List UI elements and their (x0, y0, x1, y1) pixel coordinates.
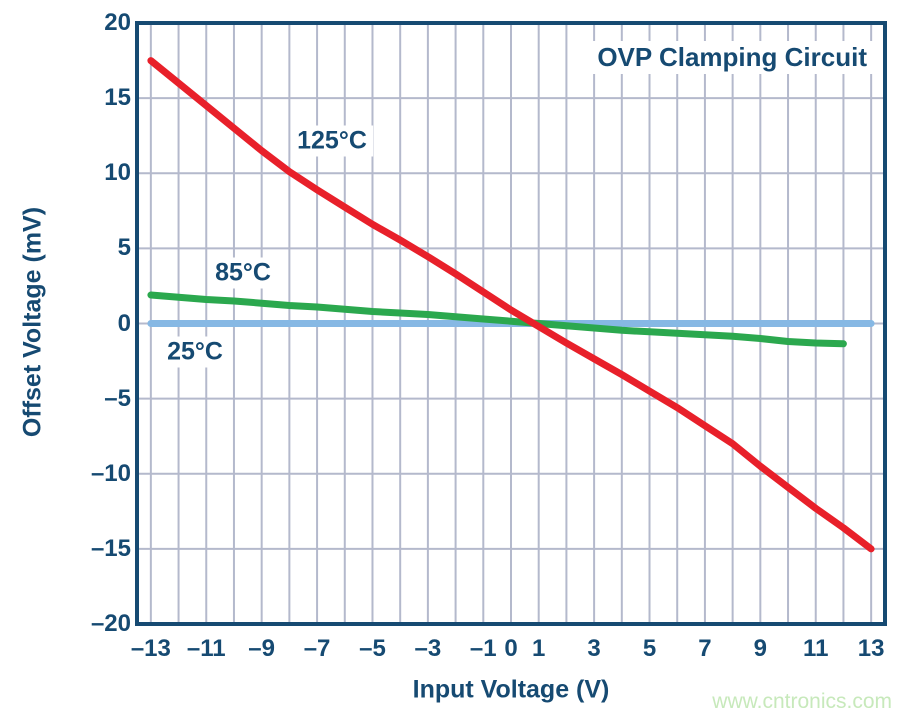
x-tick-label: –1 (469, 635, 497, 662)
y-tick-label: 5 (117, 234, 131, 262)
x-tick-label: 1 (532, 635, 546, 662)
curve-125c (147, 57, 875, 553)
chart-title: OVP Clamping Circuit (590, 41, 874, 74)
series-label-125c: 125°C (291, 125, 373, 157)
y-tick-label: –15 (90, 534, 131, 562)
x-tick-label: 7 (698, 635, 712, 662)
x-tick-label: –13 (130, 635, 171, 662)
x-tick-label: 5 (642, 635, 657, 662)
watermark-text: www.cntronics.com (712, 690, 892, 713)
y-tick-label: 15 (104, 84, 131, 112)
x-tick-label: 9 (753, 635, 768, 662)
x-tick-label: 11 (803, 635, 829, 662)
x-axis-title: Input Voltage (V) (412, 675, 610, 704)
y-tick-label: 20 (104, 9, 131, 36)
x-tick-label: –7 (303, 635, 331, 662)
x-tick-label: –5 (359, 635, 386, 662)
x-tick-label: 0 (504, 635, 518, 662)
y-tick-label: 10 (104, 159, 131, 187)
y-tick-label: –20 (90, 610, 131, 637)
y-axis-title: Offset Voltage (mV) (18, 206, 47, 438)
curve-85c (147, 291, 847, 348)
series-label-85c: 85°C (209, 257, 277, 289)
x-tick-label: 3 (587, 635, 601, 662)
y-tick-label: 0 (117, 309, 131, 337)
y-tick-label: –5 (104, 384, 131, 412)
plot-frame (135, 21, 887, 626)
x-tick-label: –9 (248, 635, 276, 662)
series-label-25c: 25°C (161, 336, 229, 368)
y-tick-label: –10 (90, 459, 131, 487)
x-tick-label: –11 (186, 635, 226, 662)
x-tick-label: 13 (857, 635, 885, 662)
x-tick-label: –3 (414, 635, 442, 662)
